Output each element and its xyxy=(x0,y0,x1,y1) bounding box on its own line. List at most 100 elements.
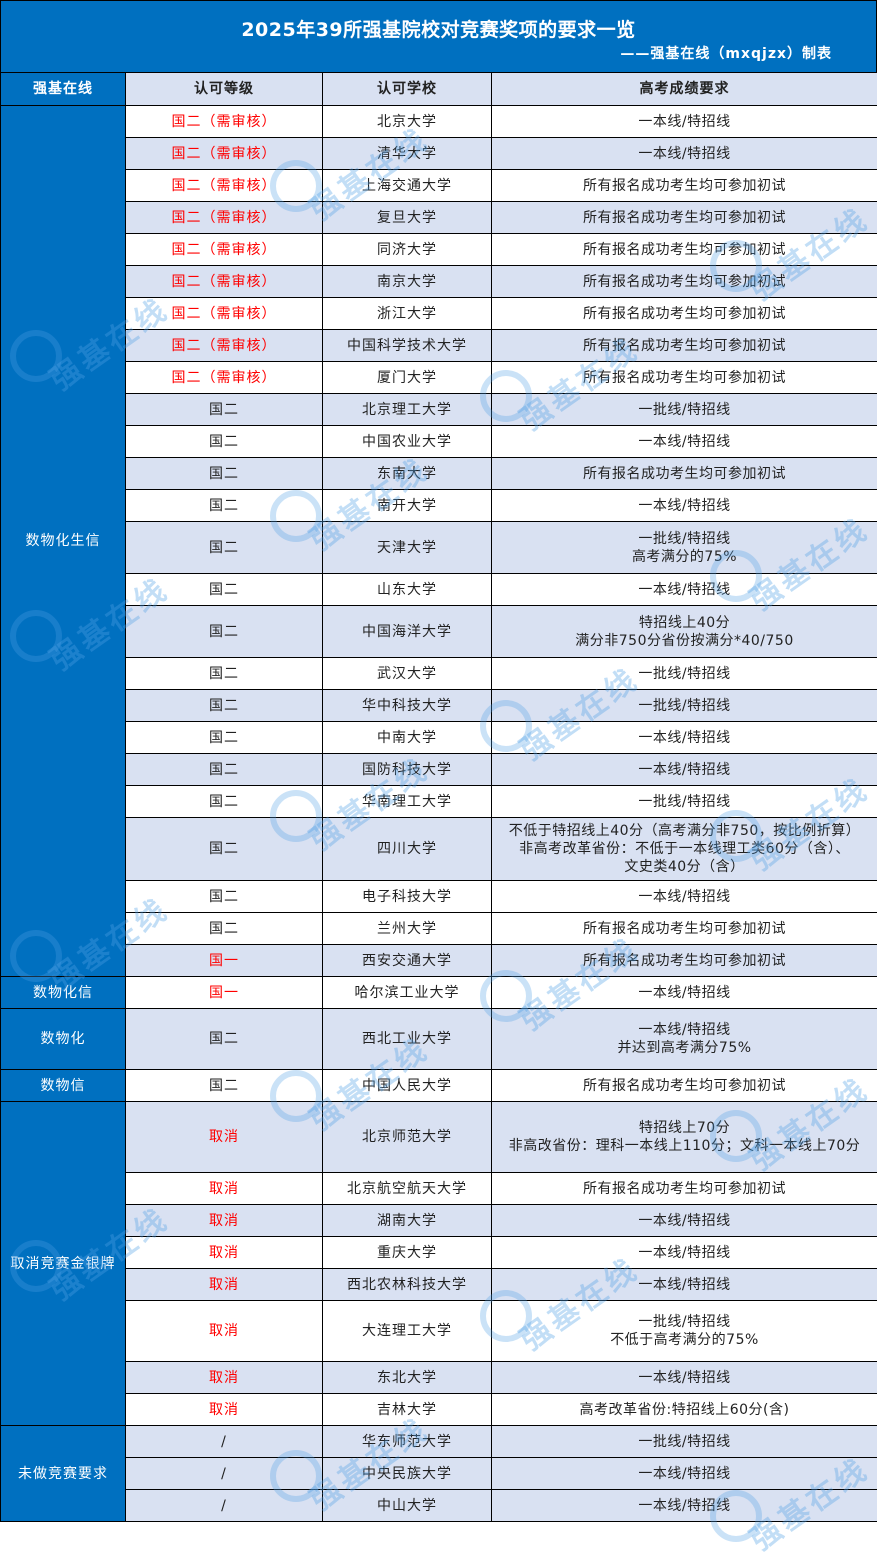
school-cell: 东南大学 xyxy=(322,457,492,490)
school-cell: 武汉大学 xyxy=(322,657,492,690)
table-row: 取消 吉林大学 高考改革省份:特招线上60分(含) xyxy=(1,1393,877,1426)
requirement-cell: 所有报名成功考生均可参加初试 xyxy=(491,1069,877,1102)
page-title: 2025年39所强基院校对竞赛奖项的要求一览 xyxy=(241,19,636,41)
school-cell: 山东大学 xyxy=(322,573,492,606)
group-label: 数物化信 xyxy=(0,976,126,1009)
table-row: 国二（需审核） 复旦大学 所有报名成功考生均可参加初试 xyxy=(1,201,877,234)
level-cell: 国二 xyxy=(125,457,323,490)
level-cell: 国二 xyxy=(125,393,323,426)
requirement-cell: 一本线/特招线 xyxy=(491,1457,877,1490)
group-label: 数物化生信 xyxy=(0,105,126,977)
school-cell: 大连理工大学 xyxy=(322,1300,492,1362)
requirement-cell: 所有报名成功考生均可参加初试 xyxy=(491,329,877,362)
header-row: 强基在线 认可等级 认可学校 高考成绩要求 xyxy=(0,72,877,106)
school-cell: 华南理工大学 xyxy=(322,785,492,818)
level-cell: 国二（需审核） xyxy=(125,297,323,330)
school-cell: 兰州大学 xyxy=(322,912,492,945)
requirement-cell: 所有报名成功考生均可参加初试 xyxy=(491,169,877,202)
requirement-cell: 一本线/特招线 xyxy=(491,425,877,458)
table-row: 国二 武汉大学 一批线/特招线 xyxy=(1,657,877,690)
table-row: 国二 华南理工大学 一批线/特招线 xyxy=(1,785,877,818)
requirement-cell: 一本线/特招线 xyxy=(491,137,877,170)
school-cell: 北京理工大学 xyxy=(322,393,492,426)
table-row: 国二 天津大学 一批线/特招线 高考满分的75% xyxy=(1,521,877,574)
level-cell: / xyxy=(125,1425,323,1458)
page-subtitle: ——强基在线（mxqjzx）制表 xyxy=(620,46,832,62)
table-row: 国二 中南大学 一本线/特招线 xyxy=(1,721,877,754)
school-cell: 北京航空航天大学 xyxy=(322,1172,492,1205)
table-row: 取消 北京航空航天大学 所有报名成功考生均可参加初试 xyxy=(1,1172,877,1205)
requirement-cell: 所有报名成功考生均可参加初试 xyxy=(491,912,877,945)
level-cell: 国二（需审核） xyxy=(125,233,323,266)
table-row: 国一 西安交通大学 所有报名成功考生均可参加初试 xyxy=(1,944,877,977)
table-row: 国二（需审核） 上海交通大学 所有报名成功考生均可参加初试 xyxy=(1,169,877,202)
school-cell: 浙江大学 xyxy=(322,297,492,330)
table-row: 国二 东南大学 所有报名成功考生均可参加初试 xyxy=(1,457,877,490)
requirement-cell: 一本线/特招线 并达到高考满分75% xyxy=(491,1008,877,1070)
table-row: 国二（需审核） 厦门大学 所有报名成功考生均可参加初试 xyxy=(1,361,877,394)
level-cell: 取消 xyxy=(125,1268,323,1301)
header-school: 认可学校 xyxy=(322,72,492,106)
table-row: 国二（需审核） 南京大学 所有报名成功考生均可参加初试 xyxy=(1,265,877,298)
table-row: 取消 大连理工大学 一批线/特招线 不低于高考满分的75% xyxy=(1,1300,877,1362)
school-cell: 复旦大学 xyxy=(322,201,492,234)
level-cell: 国二 xyxy=(125,880,323,913)
requirement-cell: 一批线/特招线 xyxy=(491,1425,877,1458)
requirement-cell: 一批线/特招线 高考满分的75% xyxy=(491,521,877,574)
level-cell: 国二 xyxy=(125,753,323,786)
school-cell: 华东师范大学 xyxy=(322,1425,492,1458)
school-cell: 天津大学 xyxy=(322,521,492,574)
table-row: 数物化信 国一 哈尔滨工业大学 一本线/特招线 xyxy=(0,976,877,1009)
level-cell: 国二（需审核） xyxy=(125,361,323,394)
requirement-cell: 所有报名成功考生均可参加初试 xyxy=(491,297,877,330)
table-row: 国二 山东大学 一本线/特招线 xyxy=(1,573,877,606)
school-cell: 中山大学 xyxy=(322,1489,492,1522)
requirements-table: 强基在线 认可等级 认可学校 高考成绩要求 数物化生信 国二（需审核） 北京大学 一本… xyxy=(0,72,877,1522)
requirement-cell: 一批线/特招线 xyxy=(491,657,877,690)
requirement-cell: 一本线/特招线 xyxy=(491,753,877,786)
table-row: 数物化 国二 西北工业大学 一本线/特招线 并达到高考满分75% xyxy=(0,1008,877,1070)
requirement-cell: 所有报名成功考生均可参加初试 xyxy=(491,265,877,298)
table-row: 国二 华中科技大学 一批线/特招线 xyxy=(1,689,877,722)
school-cell: 清华大学 xyxy=(322,137,492,170)
level-cell: 国二 xyxy=(125,721,323,754)
school-cell: 上海交通大学 xyxy=(322,169,492,202)
group-label: 数物信 xyxy=(0,1069,126,1102)
school-cell: 同济大学 xyxy=(322,233,492,266)
requirement-cell: 一本线/特招线 xyxy=(491,573,877,606)
table-row: 取消 重庆大学 一本线/特招线 xyxy=(1,1236,877,1269)
level-cell: 国二 xyxy=(125,817,323,881)
table-row: 国二（需审核） 浙江大学 所有报名成功考生均可参加初试 xyxy=(1,297,877,330)
requirement-cell: 一本线/特招线 xyxy=(491,721,877,754)
level-cell: / xyxy=(125,1457,323,1490)
level-cell: 国二 xyxy=(125,785,323,818)
header-level: 认可等级 xyxy=(125,72,323,106)
requirement-cell: 所有报名成功考生均可参加初试 xyxy=(491,457,877,490)
level-cell: 国二 xyxy=(125,657,323,690)
school-cell: 北京师范大学 xyxy=(322,1101,492,1173)
school-cell: 北京大学 xyxy=(322,105,492,138)
requirement-cell: 一本线/特招线 xyxy=(491,1268,877,1301)
level-cell: 国二（需审核） xyxy=(125,169,323,202)
requirement-cell: 所有报名成功考生均可参加初试 xyxy=(491,233,877,266)
table-row: 国二 四川大学 不低于特招线上40分（高考满分非750，按比例折算） 非高考改革省份… xyxy=(1,817,877,881)
level-cell: 取消 xyxy=(125,1172,323,1205)
table-row: / 中山大学 一本线/特招线 xyxy=(1,1489,877,1522)
school-cell: 四川大学 xyxy=(322,817,492,881)
school-cell: 华中科技大学 xyxy=(322,689,492,722)
table-row: / 中央民族大学 一本线/特招线 xyxy=(1,1457,877,1490)
school-cell: 南开大学 xyxy=(322,489,492,522)
level-cell: 国二（需审核） xyxy=(125,265,323,298)
school-cell: 中国农业大学 xyxy=(322,425,492,458)
table-row: 取消 湖南大学 一本线/特招线 xyxy=(1,1204,877,1237)
group-label: 未做竞赛要求 xyxy=(0,1425,126,1522)
table-row: 取消 东北大学 一本线/特招线 xyxy=(1,1361,877,1394)
table-row: 未做竞赛要求 / 华东师范大学 一批线/特招线 xyxy=(0,1425,877,1522)
level-cell: 取消 xyxy=(125,1236,323,1269)
requirement-cell: 一本线/特招线 xyxy=(491,976,877,1009)
level-cell: 取消 xyxy=(125,1300,323,1362)
requirement-cell: 不低于特招线上40分（高考满分非750，按比例折算） 非高考改革省份：不低于一本… xyxy=(491,817,877,881)
level-cell: 国一 xyxy=(125,976,323,1009)
school-cell: 厦门大学 xyxy=(322,361,492,394)
requirement-cell: 一批线/特招线 xyxy=(491,393,877,426)
